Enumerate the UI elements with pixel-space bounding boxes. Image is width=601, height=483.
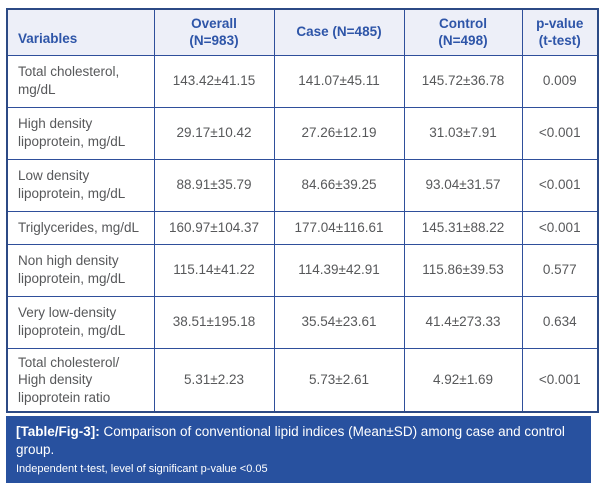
cell-control: 115.86±39.53 bbox=[403, 243, 523, 297]
caption-text: [Table/Fig-3]: Comparison of conventiona… bbox=[16, 423, 581, 459]
cell-pvalue: <0.001 bbox=[521, 106, 599, 160]
cell-overall: 115.14±41.22 bbox=[153, 243, 275, 297]
caption-body: Comparison of conventional lipid indices… bbox=[16, 424, 565, 458]
cell-pvalue: <0.001 bbox=[521, 158, 599, 212]
cell-control: 145.72±36.78 bbox=[403, 54, 523, 108]
cell-variable: Very low-density lipoprotein, mg/dL bbox=[6, 295, 155, 349]
cell-case: 177.04±116.61 bbox=[273, 210, 405, 245]
cell-variable: Non high density lipoprotein, mg/dL bbox=[6, 243, 155, 297]
cell-pvalue: 0.577 bbox=[521, 243, 599, 297]
table-row: Very low-density lipoprotein, mg/dL 38.5… bbox=[6, 295, 599, 349]
cell-case: 84.66±39.25 bbox=[273, 158, 405, 212]
cell-variable: Triglycerides, mg/dL bbox=[6, 210, 155, 245]
cell-control: 4.92±1.69 bbox=[403, 347, 523, 413]
cell-control: 93.04±31.57 bbox=[403, 158, 523, 212]
table-row: Low density lipoprotein, mg/dL 88.91±35.… bbox=[6, 158, 599, 212]
cell-overall: 38.51±195.18 bbox=[153, 295, 275, 349]
cell-control: 41.4±273.33 bbox=[403, 295, 523, 349]
cell-case: 114.39±42.91 bbox=[273, 243, 405, 297]
header-cell-overall: Overall (N=983) bbox=[153, 8, 275, 56]
header-cell-control: Control (N=498) bbox=[403, 8, 523, 56]
table-row: Total cholesterol, mg/dL 143.42±41.15 14… bbox=[6, 54, 599, 108]
cell-case: 5.73±2.61 bbox=[273, 347, 405, 413]
header-cell-variables: Variables bbox=[6, 8, 155, 56]
header-row: Variables Overall (N=983) Case (N=485) C… bbox=[6, 8, 599, 56]
cell-pvalue: 0.009 bbox=[521, 54, 599, 108]
cell-pvalue: <0.001 bbox=[521, 210, 599, 245]
table-row: Triglycerides, mg/dL 160.97±104.37 177.0… bbox=[6, 210, 599, 245]
cell-variable: Total cholesterol/ High density lipoprot… bbox=[6, 347, 155, 413]
cell-pvalue: 0.634 bbox=[521, 295, 599, 349]
header-cell-case: Case (N=485) bbox=[273, 8, 405, 56]
lipid-indices-table: Variables Overall (N=983) Case (N=485) C… bbox=[6, 8, 599, 414]
cell-control: 145.31±88.22 bbox=[403, 210, 523, 245]
table-caption: [Table/Fig-3]: Comparison of conventiona… bbox=[6, 416, 591, 483]
cell-control: 31.03±7.91 bbox=[403, 106, 523, 160]
caption-label: [Table/Fig-3]: bbox=[16, 424, 100, 440]
cell-overall: 29.17±10.42 bbox=[153, 106, 275, 160]
cell-pvalue: <0.001 bbox=[521, 347, 599, 413]
cell-overall: 5.31±2.23 bbox=[153, 347, 275, 413]
cell-overall: 88.91±35.79 bbox=[153, 158, 275, 212]
cell-case: 27.26±12.19 bbox=[273, 106, 405, 160]
table-row: Total cholesterol/ High density lipoprot… bbox=[6, 347, 599, 413]
cell-case: 141.07±45.11 bbox=[273, 54, 405, 108]
table-row: High density lipoprotein, mg/dL 29.17±10… bbox=[6, 106, 599, 160]
caption-note: Independent t-test, level of significant… bbox=[16, 462, 268, 475]
cell-variable: Total cholesterol, mg/dL bbox=[6, 54, 155, 108]
cell-variable: High density lipoprotein, mg/dL bbox=[6, 106, 155, 160]
header-cell-pvalue: p-value (t-test) bbox=[521, 8, 599, 56]
table-row: Non high density lipoprotein, mg/dL 115.… bbox=[6, 243, 599, 297]
cell-case: 35.54±23.61 bbox=[273, 295, 405, 349]
cell-variable: Low density lipoprotein, mg/dL bbox=[6, 158, 155, 212]
cell-overall: 143.42±41.15 bbox=[153, 54, 275, 108]
cell-overall: 160.97±104.37 bbox=[153, 210, 275, 245]
